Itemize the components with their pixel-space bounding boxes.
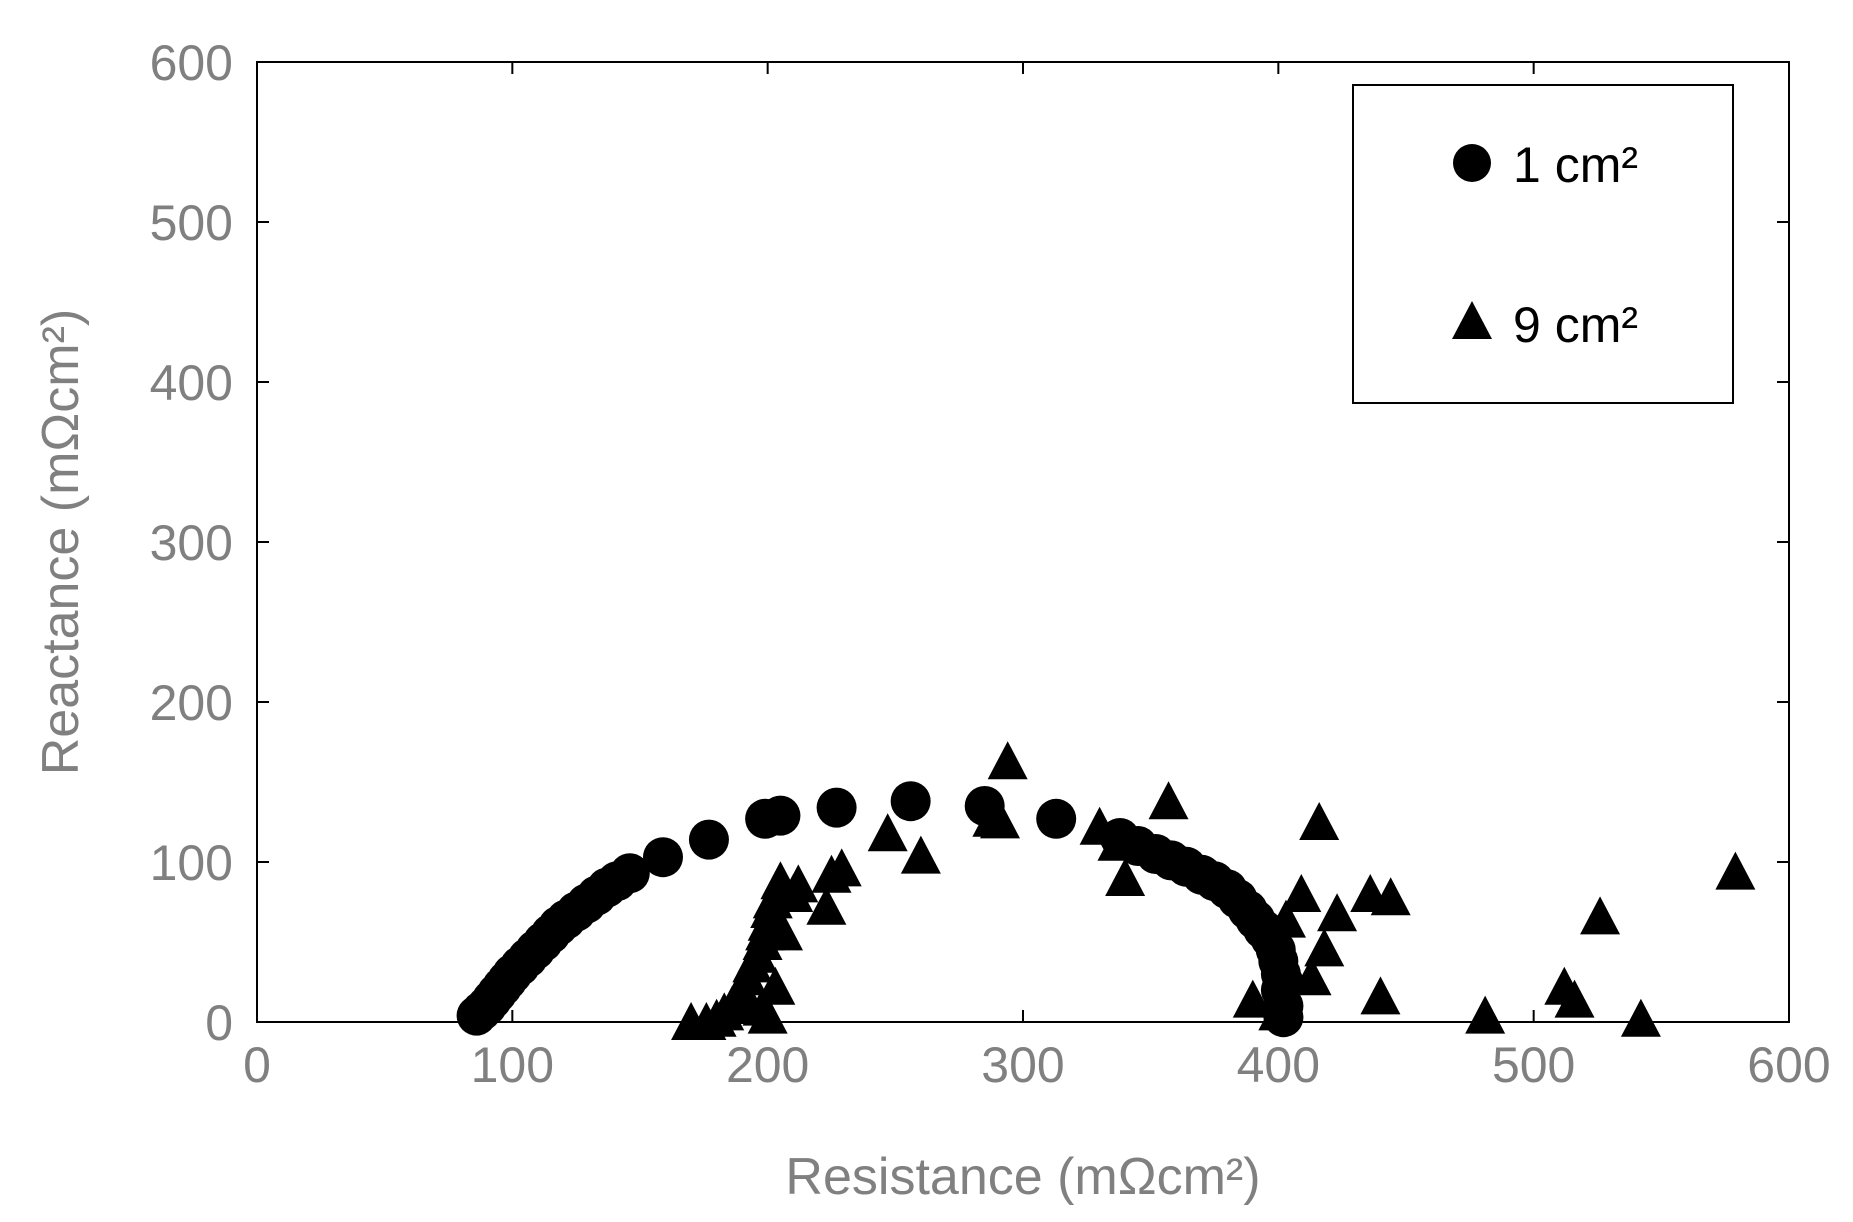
y-tick-label: 400: [150, 355, 233, 411]
legend-triangle-marker: [1452, 301, 1492, 339]
y-tick-label: 0: [205, 995, 233, 1051]
data-point-circle: [890, 781, 931, 822]
y-tick-label: 200: [150, 675, 233, 731]
y-axis-title: Reactance (mΩcm²): [32, 309, 90, 776]
data-point-triangle: [1317, 893, 1358, 932]
y-tick-label: 300: [150, 515, 233, 571]
data-point-triangle: [747, 995, 788, 1034]
data-point-triangle: [1097, 822, 1138, 861]
data-point-triangle: [1360, 976, 1401, 1015]
data-point-triangle: [1715, 851, 1756, 890]
data-point-triangle: [1148, 781, 1189, 820]
y-tick-label: 600: [150, 35, 233, 91]
data-point-triangle: [1370, 877, 1411, 916]
data-point-triangle: [980, 800, 1021, 839]
data-point-triangle: [762, 912, 803, 951]
data-point-circle: [688, 819, 729, 860]
legend-box: [1352, 84, 1734, 404]
data-point-triangle: [1304, 928, 1345, 967]
series-9cm2: [671, 741, 1756, 1040]
data-point-triangle: [778, 864, 819, 903]
data-point-triangle: [867, 813, 908, 852]
data-point-circle: [760, 795, 801, 836]
x-tick-label: 200: [726, 1037, 809, 1093]
data-point-triangle: [1465, 995, 1506, 1034]
data-point-triangle: [821, 848, 862, 887]
series-1cm2: [456, 781, 1304, 1038]
data-point-circle: [1036, 798, 1077, 839]
x-tick-label: 0: [243, 1037, 271, 1093]
data-point-triangle: [1232, 979, 1273, 1018]
y-tick-label: 100: [150, 835, 233, 891]
legend-label-1cm2: 1 cm²: [1513, 137, 1638, 193]
data-point-circle: [609, 853, 650, 894]
data-point-triangle: [755, 966, 796, 1005]
x-tick-label: 400: [1237, 1037, 1320, 1093]
data-point-triangle: [1265, 899, 1306, 938]
data-point-triangle: [806, 886, 847, 925]
y-tick-label: 500: [150, 195, 233, 251]
data-marks: [456, 741, 1756, 1040]
data-point-triangle: [1580, 896, 1621, 935]
x-tick-label: 300: [981, 1037, 1064, 1093]
data-point-triangle: [987, 741, 1028, 780]
x-tick-label: 600: [1747, 1037, 1830, 1093]
x-tick-label: 500: [1492, 1037, 1575, 1093]
x-tick-label: 100: [471, 1037, 554, 1093]
data-point-triangle: [1281, 874, 1322, 912]
axis-ticks: 0 100 200 300 400 500 600 0 100 200 300 400 500 600: [150, 35, 1831, 1093]
data-point-triangle: [1291, 957, 1332, 996]
x-axis-title: Resistance (mΩcm²): [785, 1148, 1260, 1206]
legend-label-9cm2: 9 cm²: [1513, 297, 1638, 353]
data-point-triangle: [1258, 992, 1299, 1031]
legend-circle-marker: [1453, 144, 1491, 182]
data-point-circle: [816, 787, 857, 828]
data-point-triangle: [1079, 806, 1120, 845]
legend: 1 cm² 9 cm²: [1352, 84, 1734, 404]
data-point-triangle: [1554, 979, 1595, 1018]
data-point-triangle: [1620, 998, 1661, 1037]
data-point-triangle: [1105, 858, 1146, 896]
data-point-circle: [642, 837, 683, 878]
data-point-triangle: [1299, 802, 1340, 840]
data-point-triangle: [900, 835, 941, 874]
